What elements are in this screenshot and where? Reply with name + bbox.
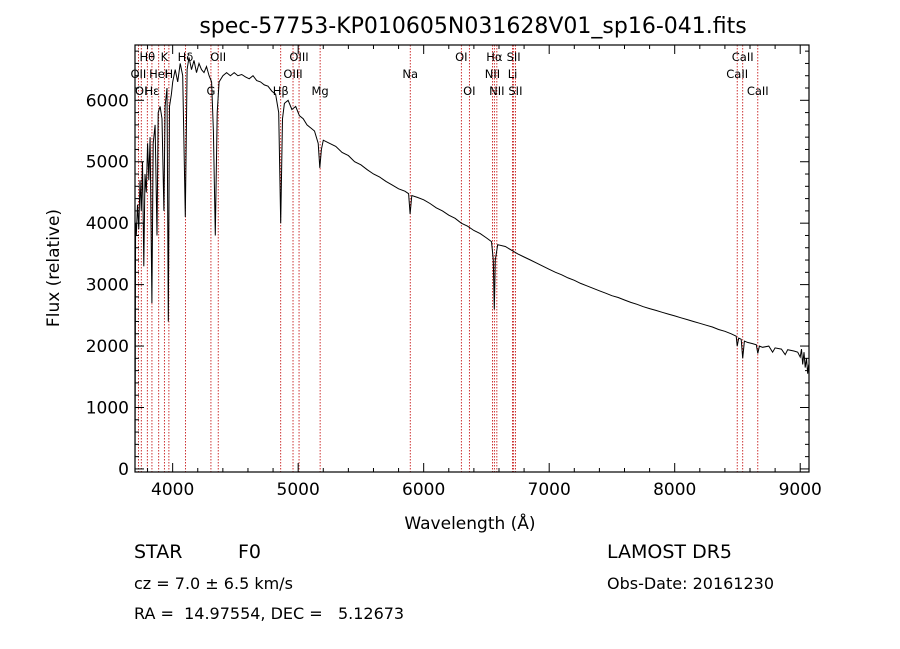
observation-date: Obs-Date: 20161230: [607, 574, 775, 593]
spectral-line-label: Na: [402, 67, 418, 81]
survey-name: LAMOST DR5: [607, 541, 732, 563]
spectral-line-label: OII: [210, 50, 226, 64]
object-class: STAR: [134, 541, 183, 563]
spectral-lines-layer: [137, 45, 759, 472]
spectral-line-label: H: [165, 67, 174, 81]
spectral-line-label: Hε: [145, 84, 160, 98]
spectral-line-label: OII: [130, 67, 146, 81]
spectral-line-label: CaII: [726, 67, 748, 81]
spectrum-series-line: [134, 57, 810, 469]
spectral-line-label: HeI: [149, 67, 168, 81]
spectral-line-label: Hδ: [178, 50, 194, 64]
spectral-line-label: CaII: [732, 50, 754, 64]
spectral-line-label: NII: [485, 67, 500, 81]
spectral-line-label: OI: [463, 84, 475, 98]
spectral-line-label: SII: [508, 84, 522, 98]
y-tick-label: 2000: [86, 337, 129, 357]
y-tick-label: 5000: [86, 153, 129, 173]
redshift-cz: cz = 7.0 ± 6.5 km/s: [134, 574, 293, 593]
y-tick-label: 1000: [86, 398, 129, 418]
spectral-line-label: CaII: [747, 84, 769, 98]
spectral-line-label: Li: [508, 67, 518, 81]
y-tick-label: 0: [118, 460, 129, 480]
spectral-line-label: K: [161, 50, 169, 64]
chart-title: spec-57753-KP010605N031628V01_sp16-041.f…: [199, 14, 746, 39]
spectral-line-label: OIII: [283, 67, 302, 81]
spectral-line-label: Hβ: [273, 84, 289, 98]
x-tick-label: 6000: [402, 480, 445, 500]
x-axis-label: Wavelength (Å): [404, 512, 535, 534]
plot-frame: [134, 44, 810, 473]
y-tick-label: 3000: [86, 276, 129, 296]
spectral-line-label: Mg: [312, 84, 329, 98]
x-tick-label: 4000: [151, 480, 194, 500]
x-tick-label: 9000: [779, 480, 822, 500]
object-subclass: F0: [238, 541, 262, 563]
spectral-line-label: Hθ: [139, 50, 155, 64]
spectral-line-label: OI: [135, 84, 147, 98]
y-tick-label: 4000: [86, 214, 129, 234]
spectral-line-label: SII: [507, 50, 521, 64]
x-tick-label: 8000: [653, 480, 696, 500]
spectral-line-label: OIII: [289, 50, 308, 64]
axis-ticks: 4000 5000 6000 7000 8000 9000 0 1000 2000 3000 400…: [86, 45, 822, 500]
coordinates: RA = 14.97554, DEC = 5.12673: [134, 604, 405, 623]
spectral-line-label: G: [206, 84, 215, 98]
x-tick-label: 7000: [528, 480, 571, 500]
spectral-line-label: Hα: [486, 50, 503, 64]
spectral-line-label: NII: [489, 84, 504, 98]
y-axis-label: Flux (relative): [44, 209, 64, 327]
x-tick-label: 5000: [277, 480, 320, 500]
spectral-line-label: OI: [455, 50, 467, 64]
y-tick-label: 6000: [86, 91, 129, 111]
spectrum-chart: spec-57753-KP010605N031628V01_sp16-041.f…: [44, 14, 822, 534]
